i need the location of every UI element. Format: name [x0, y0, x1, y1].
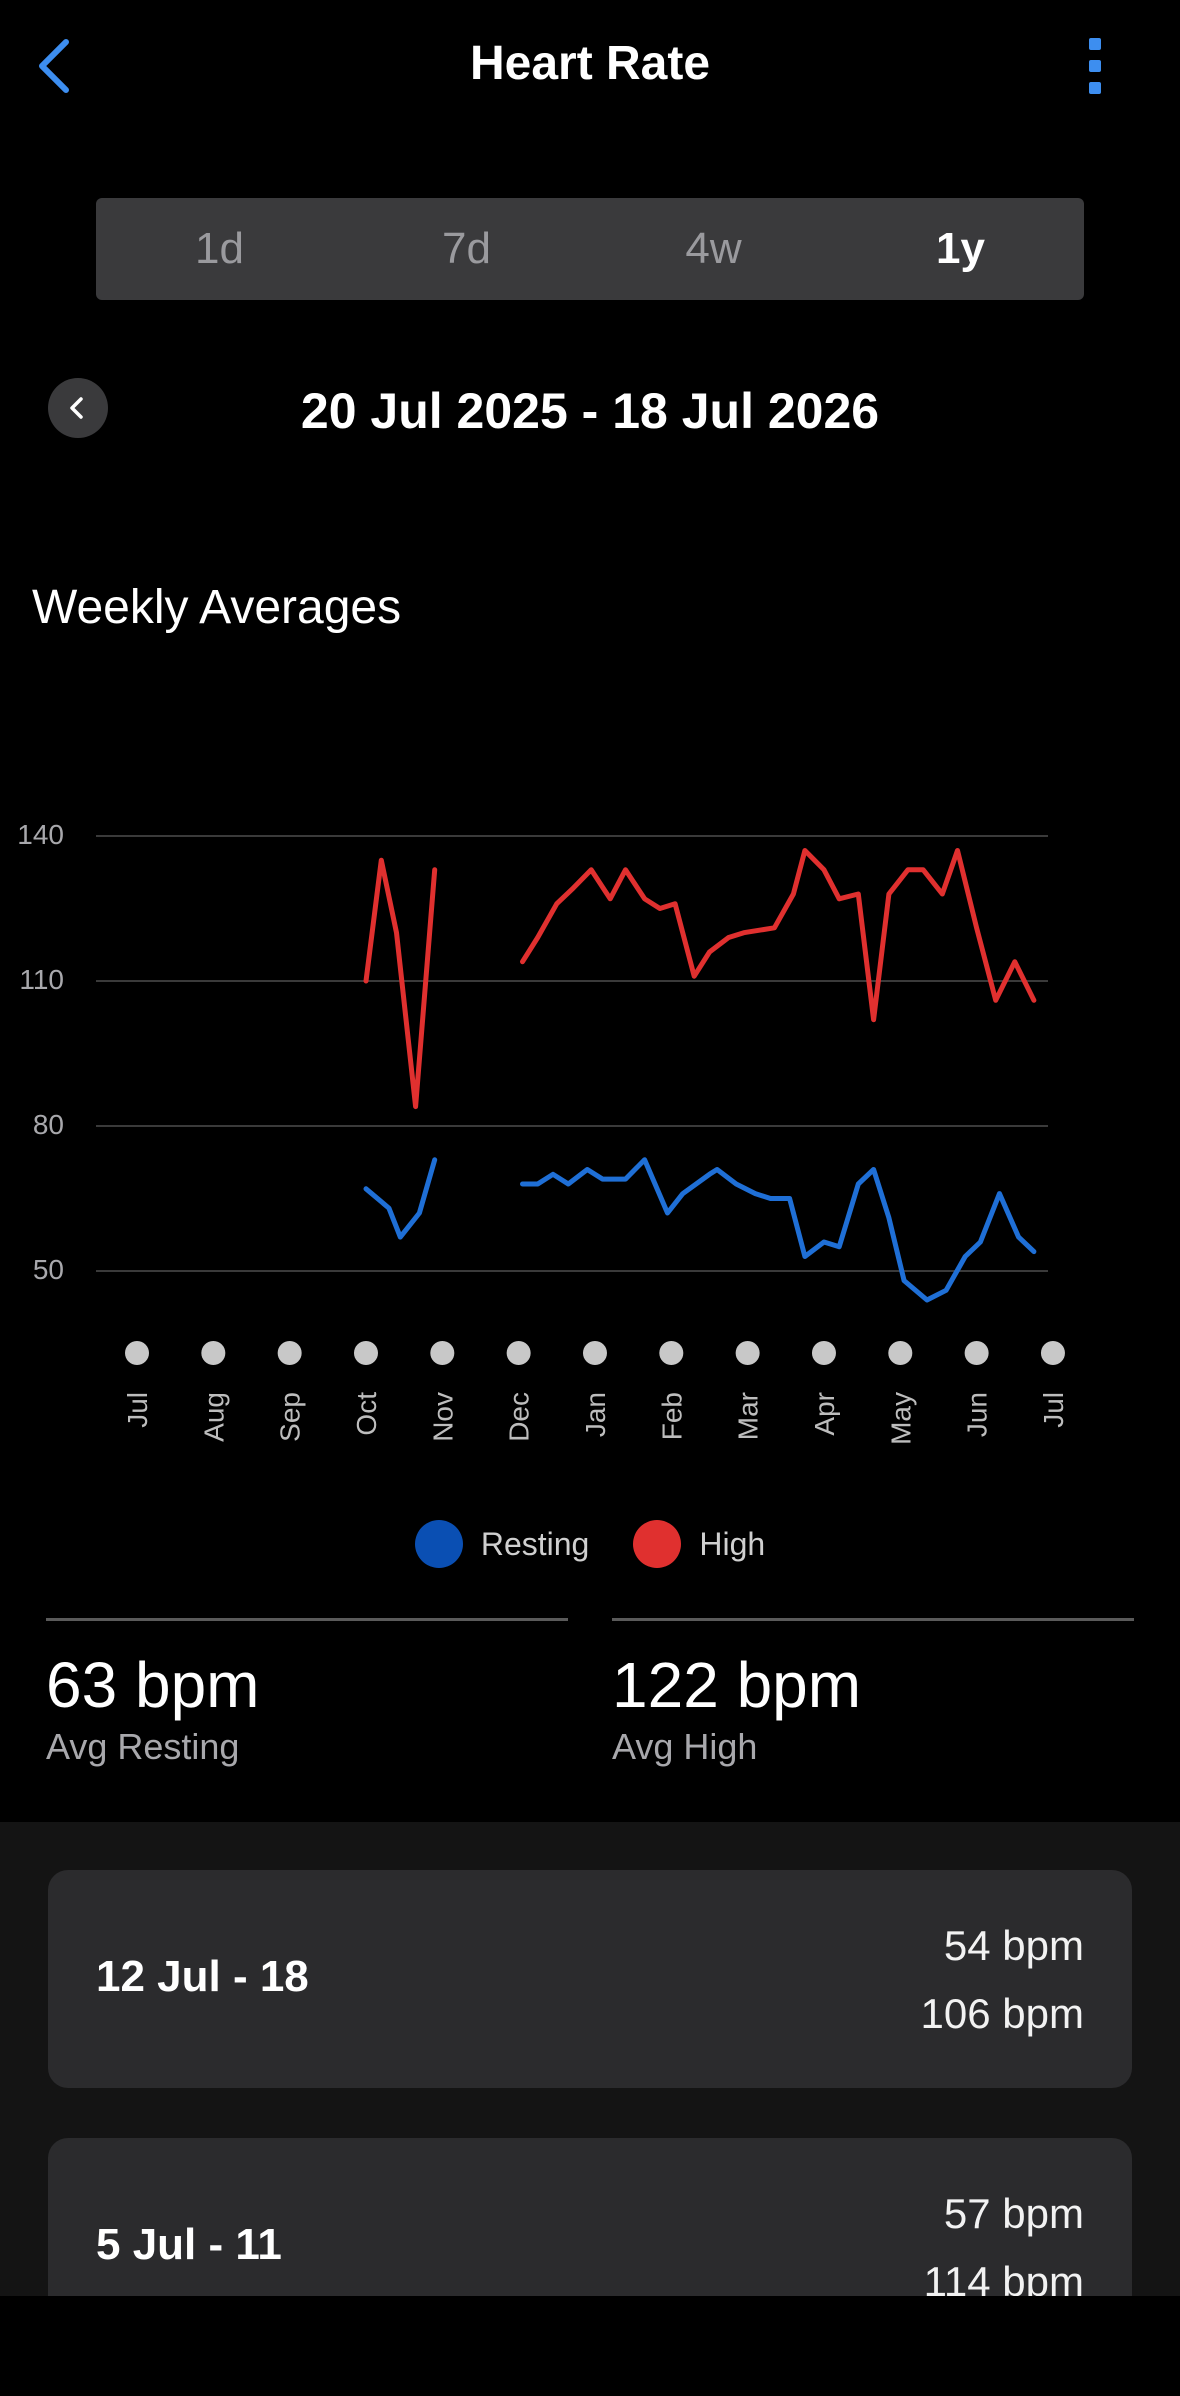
- weekly-list: 12 Jul - 18 54 bpm 106 bpm 5 Jul - 11 57…: [0, 1822, 1180, 2296]
- x-tick-label: Jul: [1038, 1392, 1069, 1428]
- x-tick-label: Apr: [809, 1392, 840, 1436]
- period-selector: 1d 7d 4w 1y: [96, 198, 1084, 300]
- month-dot: [1040, 1341, 1065, 1365]
- week-high-value: 106 bpm: [920, 1990, 1084, 2037]
- previous-range-button[interactable]: [48, 378, 108, 438]
- legend-item-high: High: [633, 1520, 765, 1568]
- date-range-label: 20 Jul 2025 - 18 Jul 2026: [300, 383, 880, 439]
- chart-legend: Resting High: [0, 1520, 1180, 1568]
- y-tick-label: 50: [33, 1254, 64, 1285]
- month-dot: [659, 1341, 684, 1365]
- legend-item-resting: Resting: [414, 1520, 590, 1568]
- x-tick-label: Nov: [427, 1392, 458, 1442]
- chevron-left-icon: [39, 39, 69, 93]
- heart-rate-chart: 140 110 80 50 Jul Aug Sep Oct Nov Dec Jan Feb Mar Ap…: [17, 819, 1069, 1445]
- x-tick-label: Jan: [580, 1392, 611, 1437]
- legend-high-swatch: [633, 1520, 682, 1568]
- month-dot: [277, 1341, 302, 1365]
- x-tick-label: Feb: [656, 1392, 687, 1440]
- series-line-high: [363, 857, 438, 1110]
- series-line-resting: [363, 1157, 438, 1240]
- week-high-value: 114 bpm: [923, 2258, 1084, 2296]
- week-card[interactable]: 12 Jul - 18 54 bpm 106 bpm: [48, 1870, 1132, 2088]
- y-tick-label: 110: [19, 964, 64, 995]
- week-range: 12 Jul - 18: [96, 1952, 309, 2001]
- month-dot: [201, 1341, 226, 1365]
- stat-divider: [612, 1618, 1134, 1621]
- back-button[interactable]: [28, 28, 88, 104]
- tab-4w[interactable]: 4w: [685, 224, 742, 273]
- x-tick-label: Aug: [198, 1392, 229, 1442]
- month-dot: [582, 1341, 607, 1365]
- x-tick-label: Sep: [275, 1392, 306, 1442]
- vertical-ellipsis-icon: [1089, 38, 1101, 94]
- month-dot: [353, 1341, 378, 1365]
- month-dot: [888, 1341, 913, 1365]
- month-dot: [430, 1341, 455, 1365]
- legend-high-label: High: [699, 1525, 766, 1562]
- week-range: 5 Jul - 11: [96, 2220, 282, 2269]
- chart-title: Weekly Averages: [32, 581, 402, 634]
- x-tick-label: May: [885, 1392, 916, 1445]
- x-tick-label: Dec: [504, 1392, 535, 1442]
- tab-7d[interactable]: 7d: [442, 224, 491, 273]
- x-tick-label: Jun: [962, 1392, 993, 1437]
- legend-resting-label: Resting: [480, 1525, 590, 1562]
- stat-divider: [46, 1618, 568, 1621]
- month-dot: [506, 1341, 531, 1365]
- x-tick-label: Mar: [733, 1392, 764, 1440]
- week-card[interactable]: 5 Jul - 11 57 bpm 114 bpm: [48, 2138, 1132, 2296]
- tab-1y[interactable]: 1y: [936, 224, 985, 273]
- month-dot: [735, 1341, 760, 1365]
- week-resting-value: 57 bpm: [943, 2190, 1084, 2237]
- week-resting-value: 54 bpm: [943, 1922, 1084, 1969]
- legend-resting-swatch: [414, 1520, 463, 1568]
- x-tick-label: Oct: [351, 1392, 382, 1436]
- month-dot: [125, 1341, 149, 1365]
- y-tick-label: 140: [17, 819, 64, 850]
- avg-resting-label: Avg Resting: [46, 1726, 240, 1767]
- x-tick-label: Jul: [122, 1392, 153, 1428]
- page-title: Heart Rate: [469, 37, 711, 90]
- avg-high-label: Avg High: [612, 1726, 758, 1767]
- bottom-bar: [0, 2296, 1180, 2396]
- month-dot: [964, 1341, 989, 1365]
- more-options-button[interactable]: [1070, 34, 1120, 98]
- y-tick-label: 80: [33, 1109, 64, 1140]
- tab-1d[interactable]: 1d: [195, 224, 244, 273]
- series-line-high: [520, 848, 1037, 1023]
- series-line-resting: [520, 1157, 1037, 1303]
- avg-high-value: 122 bpm: [612, 1649, 862, 1721]
- chevron-left-icon: [70, 397, 83, 419]
- month-dot: [811, 1341, 836, 1365]
- avg-resting-value: 63 bpm: [46, 1649, 260, 1721]
